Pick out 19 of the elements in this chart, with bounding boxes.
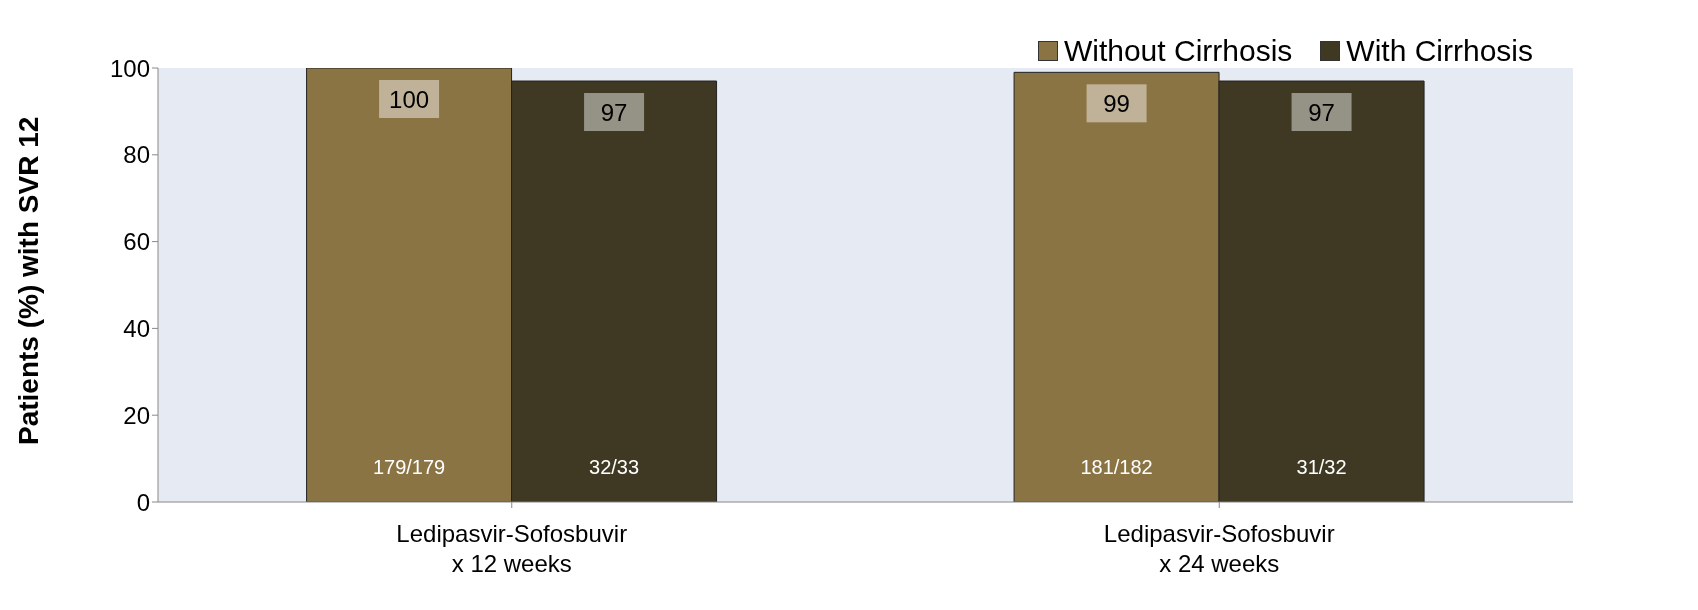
annotation: 31/32 — [1296, 456, 1347, 478]
y-tick-label: 60 — [123, 228, 150, 256]
data-label: 97 — [600, 99, 628, 127]
y-axis-title: Patients (%) with SVR 12 — [12, 116, 44, 445]
y-tick-label: 100 — [109, 54, 150, 82]
y-tick-label: 20 — [123, 401, 150, 429]
legend-label: Without Cirrhosis — [1063, 34, 1293, 68]
data-label: 100 — [389, 86, 430, 113]
data-label: 99 — [1103, 90, 1130, 118]
annotation: 179/179 — [372, 456, 446, 478]
y-tick-label: 40 — [123, 314, 150, 342]
y-tick-label: 80 — [123, 141, 150, 169]
data-label: 97 — [1308, 99, 1335, 127]
annotation: 181/182 — [1080, 456, 1153, 478]
x-tick-label: Ledipasvir-Sofosbuvir x 12 weeks — [396, 520, 628, 577]
legend-label: With Cirrhosis — [1346, 34, 1533, 68]
annotation: 32/33 — [589, 456, 640, 478]
x-tick-label: Ledipasvir-Sofosbuvir x 24 weeks — [1103, 520, 1335, 577]
y-tick-label: 0 — [136, 488, 150, 516]
